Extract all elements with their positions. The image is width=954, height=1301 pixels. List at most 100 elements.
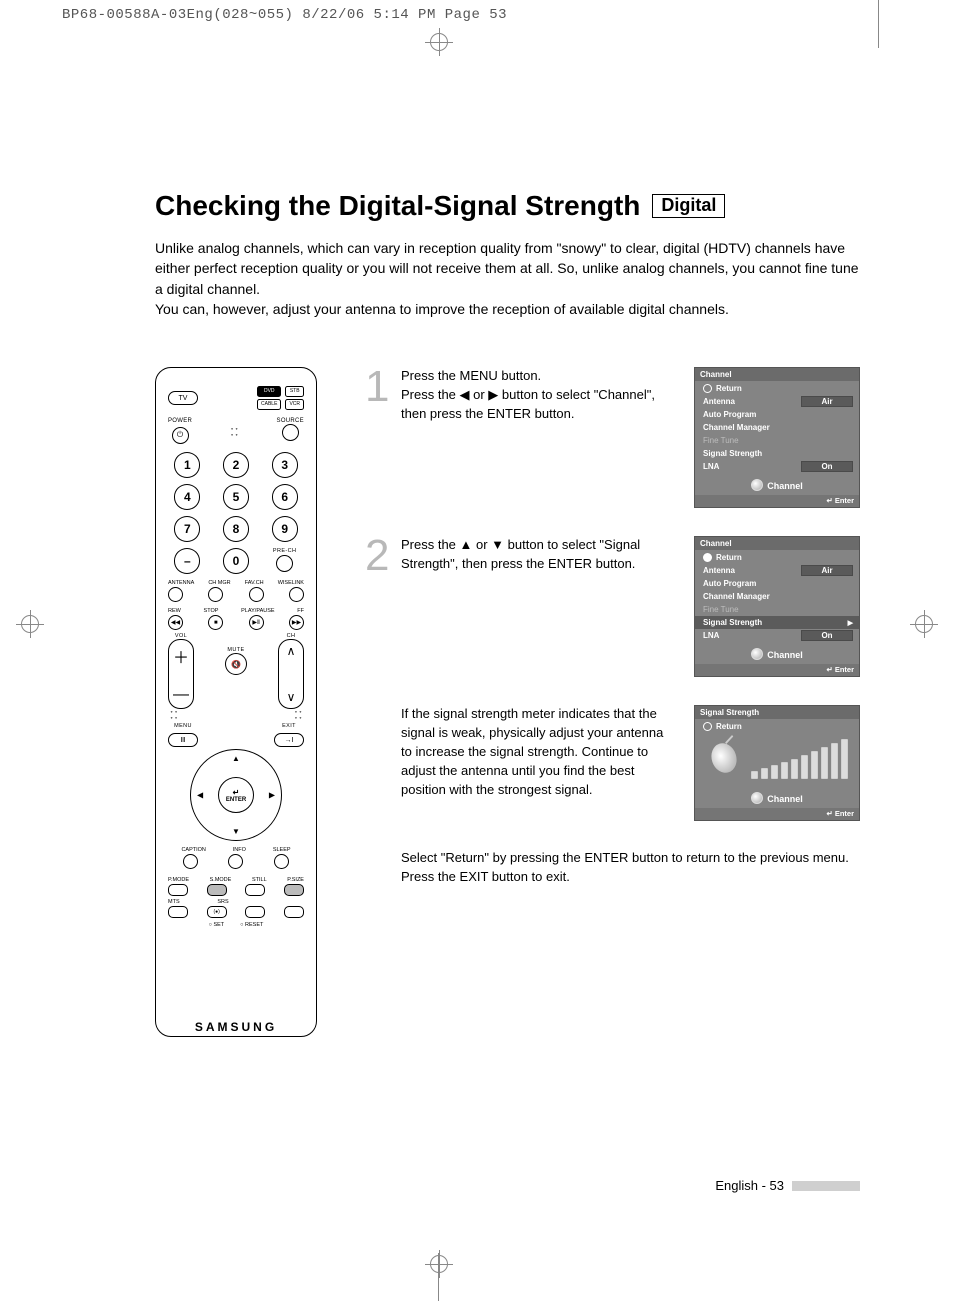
step-3: If the signal strength meter indicates t… xyxy=(365,705,860,821)
remote-num-5[interactable]: 5 xyxy=(223,484,249,510)
title-text: Checking the Digital-Signal Strength xyxy=(155,190,640,222)
remote-mts-label: MTS xyxy=(168,899,180,905)
osd-menu-2: Channel Return AntennaAir Auto Program C… xyxy=(694,536,860,677)
remote-menu-label: MENU xyxy=(168,723,198,729)
osd3-return[interactable]: Return xyxy=(695,720,859,733)
remote-prech-label: PRE-CH xyxy=(273,548,296,554)
remote-srs-button[interactable]: (●) xyxy=(207,906,227,918)
remote-reset-label: ○ RESET xyxy=(240,922,263,928)
remote-psize-button[interactable] xyxy=(284,884,304,896)
remote-mute-button[interactable]: 🔇 xyxy=(225,653,247,675)
remote-vol-label: VOL xyxy=(168,633,194,639)
remote-tv-button[interactable]: TV xyxy=(168,391,198,405)
remote-still-label: STILL xyxy=(252,877,267,883)
osd2-row-2[interactable]: Channel Manager xyxy=(695,590,859,603)
osd1-row-0[interactable]: AntennaAir xyxy=(695,395,859,408)
remote-stb-button[interactable]: STB xyxy=(285,386,304,397)
footer-text: English - 53 xyxy=(715,1178,784,1193)
osd2-title: Channel xyxy=(695,537,859,550)
remote-num-9[interactable]: 9 xyxy=(272,516,298,542)
osd-menu-1: Channel Return AntennaAir Auto Program C… xyxy=(694,367,860,508)
remote-num-3[interactable]: 3 xyxy=(272,452,298,478)
dish-icon xyxy=(708,740,741,776)
remote-ch-rocker[interactable]: ∧∨ xyxy=(278,639,304,709)
osd1-return[interactable]: Return xyxy=(695,382,859,395)
intro-p2: You can, however, adjust your antenna to… xyxy=(155,299,860,319)
remote-column: TV DVD STB CABLE VCR POWER xyxy=(155,367,325,1037)
remote-source-button[interactable] xyxy=(282,424,299,441)
remote-ch-label: CH xyxy=(278,633,304,639)
osd1-title: Channel xyxy=(695,368,859,381)
remote-pmode-button[interactable] xyxy=(168,884,188,896)
osd1-row-2[interactable]: Channel Manager xyxy=(695,421,859,434)
remote-dvd-button[interactable]: DVD xyxy=(257,386,281,397)
osd2-return[interactable]: Return xyxy=(695,551,859,564)
remote-ff-button[interactable]: ▶▶ xyxy=(289,615,304,630)
remote-rew-button[interactable]: ◀◀ xyxy=(168,615,183,630)
remote-play-label: PLAY/PAUSE xyxy=(241,608,274,614)
remote-psize-label: P.SIZE xyxy=(287,877,304,883)
osd2-row-1[interactable]: Auto Program xyxy=(695,577,859,590)
remote-stop-label: STOP xyxy=(204,608,219,614)
remote-wiselink-label: WISELINK xyxy=(278,580,304,586)
remote-vcr-button[interactable]: VCR xyxy=(285,399,304,410)
osd1-row-5[interactable]: LNAOn xyxy=(695,460,859,473)
osd3-title: Signal Strength xyxy=(695,706,859,719)
remote-favch-button[interactable] xyxy=(249,587,264,602)
osd2-row-5[interactable]: LNAOn xyxy=(695,629,859,642)
remote-control: TV DVD STB CABLE VCR POWER xyxy=(155,367,317,1037)
step-1-num: 1 xyxy=(365,369,389,404)
remote-stop-button[interactable]: ■ xyxy=(208,615,223,630)
remote-num-1[interactable]: 1 xyxy=(174,452,200,478)
remote-mts-button[interactable] xyxy=(168,906,188,918)
osd3-menu: Return xyxy=(695,719,859,733)
digital-tag: Digital xyxy=(652,194,725,218)
remote-dash-button[interactable]: – xyxy=(174,548,200,574)
remote-wiselink-button[interactable] xyxy=(289,587,304,602)
step-4: Select "Return" by pressing the ENTER bu… xyxy=(365,849,860,887)
remote-extra1-button[interactable] xyxy=(245,906,265,918)
remote-dpad[interactable]: ▲ ▼ ◀ ▶ ↵ ENTER xyxy=(190,749,282,841)
remote-sleep-button[interactable] xyxy=(274,854,289,869)
step-2: 2 Press the ▲ or ▼ button to select "Sig… xyxy=(365,536,860,677)
remote-info-button[interactable] xyxy=(228,854,243,869)
remote-extra2-button[interactable] xyxy=(284,906,304,918)
remote-num-2[interactable]: 2 xyxy=(223,452,249,478)
osd3-foot1: Channel xyxy=(695,787,859,808)
remote-num-7[interactable]: 7 xyxy=(174,516,200,542)
remote-num-0[interactable]: 0 xyxy=(223,548,249,574)
remote-antenna-button[interactable] xyxy=(168,587,183,602)
osd1-row-4[interactable]: Signal Strength xyxy=(695,447,859,460)
remote-chmgr-label: CH MGR xyxy=(208,580,230,586)
intro-p1: Unlike analog channels, which can vary i… xyxy=(155,238,860,299)
reg-mark-top xyxy=(425,28,453,56)
remote-caption-button[interactable] xyxy=(183,854,198,869)
osd2-row-4[interactable]: Signal Strength▶ xyxy=(695,616,859,629)
osd2-row-0[interactable]: AntennaAir xyxy=(695,564,859,577)
remote-favch-label: FAV.CH xyxy=(245,580,264,586)
osd1-foot1: Channel xyxy=(695,474,859,495)
remote-num-8[interactable]: 8 xyxy=(223,516,249,542)
remote-play-button[interactable]: ▶Ⅱ xyxy=(249,615,264,630)
remote-smode-button[interactable] xyxy=(207,884,227,896)
remote-prech-button[interactable] xyxy=(276,555,293,572)
remote-cable-button[interactable]: CABLE xyxy=(257,399,281,410)
step-2-num: 2 xyxy=(365,538,389,573)
osd1-row-1[interactable]: Auto Program xyxy=(695,408,859,421)
remote-num-6[interactable]: 6 xyxy=(272,484,298,510)
remote-enter-button[interactable]: ↵ ENTER xyxy=(218,777,254,813)
remote-power-button[interactable]: ⏻ xyxy=(172,427,189,444)
columns: TV DVD STB CABLE VCR POWER xyxy=(155,367,860,1037)
reg-mark-left xyxy=(16,610,44,638)
remote-antenna-label: ANTENNA xyxy=(168,580,194,586)
remote-chmgr-button[interactable] xyxy=(208,587,223,602)
remote-exit-button[interactable]: →Ⅰ xyxy=(274,733,304,747)
remote-num-4[interactable]: 4 xyxy=(174,484,200,510)
remote-set-label: ○ SET xyxy=(209,922,225,928)
remote-vol-rocker[interactable]: ＋— xyxy=(168,639,194,709)
remote-menu-button[interactable]: Ⅲ xyxy=(168,733,198,747)
crop-header: BP68-00588A-03Eng(028~055) 8/22/06 5:14 … xyxy=(62,7,507,23)
remote-still-button[interactable] xyxy=(245,884,265,896)
remote-srs-label: SRS xyxy=(217,899,228,905)
remote-caption-label: CAPTION xyxy=(181,847,205,853)
